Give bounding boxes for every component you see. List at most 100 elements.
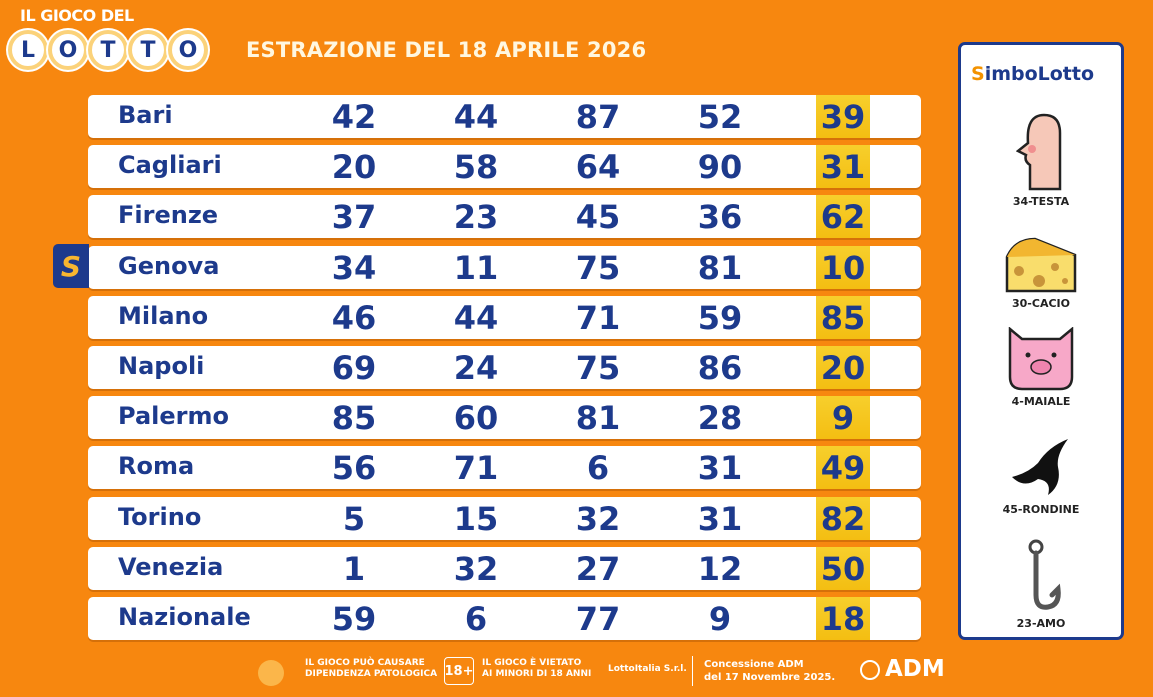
simbolotto-badge-icon: S — [53, 244, 89, 288]
drawn-number: 31 — [697, 449, 743, 488]
city-name: Milano — [118, 301, 209, 330]
warning-text: IL GIOCO PUÒ CAUSARE DIPENDENZA PATOLOGIC… — [305, 658, 437, 680]
page-title: ESTRAZIONE DEL 18 APRILE 2026 — [246, 38, 647, 62]
simbolotto-title-s: S — [971, 63, 985, 85]
highlight-cell — [816, 396, 870, 440]
drawn-number: 6 — [464, 600, 488, 638]
symbol-maiale: 4-MAIALE — [961, 327, 1121, 408]
symbol-cacio: 30-CACIO — [961, 237, 1121, 310]
drawn-number: 90 — [697, 148, 743, 187]
symbol-testa: 34-TESTA — [961, 113, 1121, 208]
lotto-logo: L O T T O — [8, 30, 208, 70]
swallow-icon — [1012, 439, 1068, 495]
city-name: Palermo — [118, 402, 229, 431]
drawn-number: 32 — [453, 549, 499, 588]
footer-divider — [692, 656, 693, 686]
drawn-number: 62 — [820, 198, 866, 237]
drawn-number: 44 — [453, 98, 499, 136]
drawn-number: 86 — [697, 349, 743, 387]
city-name: Torino — [118, 502, 202, 531]
drawn-number: 10 — [820, 248, 866, 287]
city-name: Venezia — [118, 552, 224, 581]
city-name: Genova — [118, 251, 220, 280]
concession-line: Concessione ADM — [704, 659, 804, 670]
drawn-number: 58 — [453, 148, 499, 187]
drawn-number: 32 — [575, 499, 621, 538]
symbol-label: 30-CACIO — [1012, 297, 1070, 310]
city-name: Bari — [118, 101, 173, 129]
drawn-number: 59 — [697, 298, 743, 337]
drawn-number: 75 — [575, 248, 621, 287]
highlight-cell — [816, 546, 870, 590]
drawn-number: 15 — [453, 499, 499, 538]
age-text: IL GIOCO È VIETATO AI MINORI DI 18 ANNI — [482, 658, 591, 680]
draw-row-venezia: Venezia 1 32 27 12 50 — [88, 546, 921, 590]
draw-row-bari: Bari 42 44 87 52 39 — [88, 95, 921, 138]
highlight-cell — [816, 346, 870, 389]
highlight-cell — [816, 95, 870, 138]
adm-logo: ADM — [885, 656, 945, 682]
age-line: AI MINORI DI 18 ANNI — [482, 669, 592, 679]
highlight-cell — [816, 195, 870, 239]
drawn-number: 37 — [331, 198, 377, 237]
drawn-number: 46 — [331, 298, 377, 337]
drawn-number: 23 — [453, 198, 499, 237]
drawn-number: 9 — [831, 399, 855, 438]
logo-caption: IL GIOCO DEL — [20, 6, 134, 25]
draw-row-roma: Roma 56 71 6 31 49 — [88, 446, 921, 490]
head-icon — [1016, 113, 1062, 191]
hook-icon — [1028, 539, 1061, 610]
draw-row-genova: Genova 34 11 75 81 10 — [88, 245, 921, 289]
drawn-number: 34 — [331, 248, 377, 287]
highlight-cell — [816, 496, 870, 540]
cheese-icon — [1005, 237, 1077, 293]
drawn-number: 1 — [342, 549, 366, 588]
concession-text: Concessione ADM del 17 Novembre 2025. — [704, 658, 835, 684]
highlight-cell — [816, 145, 870, 189]
drawn-number: 60 — [453, 399, 499, 438]
drawn-number: 9 — [708, 600, 732, 638]
age-badge: 18+ — [444, 657, 474, 685]
city-name: Napoli — [118, 352, 205, 380]
draw-row-torino: Torino 5 15 32 31 82 — [88, 496, 921, 540]
emblem-icon — [860, 660, 880, 680]
highlight-cell — [816, 295, 870, 339]
drawn-number: 18 — [820, 600, 866, 638]
drawn-number: 28 — [697, 399, 743, 438]
draw-row-milano: Milano 46 44 71 59 85 — [88, 295, 921, 339]
drawn-number: 81 — [697, 248, 743, 287]
drawn-number: 85 — [331, 399, 377, 438]
drawn-number: 87 — [575, 98, 621, 136]
drawn-number: 12 — [697, 549, 743, 588]
drawn-number: 59 — [331, 600, 377, 638]
drawn-number: 49 — [820, 449, 866, 488]
drawn-number: 11 — [453, 248, 499, 287]
age-line: IL GIOCO È VIETATO — [482, 658, 582, 668]
pig-icon — [1008, 327, 1074, 391]
drawn-number: 85 — [820, 298, 866, 337]
logo-ball: T — [88, 30, 128, 70]
drawn-number: 20 — [331, 148, 377, 187]
symbol-rondine: 45-RONDINE — [961, 433, 1121, 516]
drawn-number: 24 — [453, 349, 499, 387]
drawn-number: 39 — [820, 98, 866, 136]
simbolotto-title-rest: imboLotto — [984, 63, 1095, 85]
drawn-number: 69 — [331, 349, 377, 387]
drawn-number: 42 — [331, 98, 377, 136]
draw-row-firenze: Firenze 37 23 45 36 62 — [88, 195, 921, 239]
drawn-number: 36 — [697, 198, 743, 237]
drawn-number: 82 — [820, 499, 866, 538]
draw-row-palermo: Palermo 85 60 81 28 9 — [88, 396, 921, 440]
symbol-amo: 23-AMO — [961, 539, 1121, 630]
highlight-cell — [816, 245, 870, 289]
gioca-responsabile-logo-icon — [258, 660, 284, 686]
simbolotto-panel: SimboLotto 34-TESTA 30-CACIO 4-MAIALE 45… — [958, 42, 1124, 640]
drawn-number: 77 — [575, 600, 621, 638]
drawn-number: 5 — [342, 499, 366, 538]
drawn-number: 31 — [820, 148, 866, 187]
logo-ball: O — [48, 30, 88, 70]
draw-row-napoli: Napoli 69 24 75 86 20 — [88, 346, 921, 389]
drawn-number: 71 — [453, 449, 499, 488]
company-name: LottoItalia S.r.l. — [608, 664, 687, 674]
drawn-number: 52 — [697, 98, 743, 136]
